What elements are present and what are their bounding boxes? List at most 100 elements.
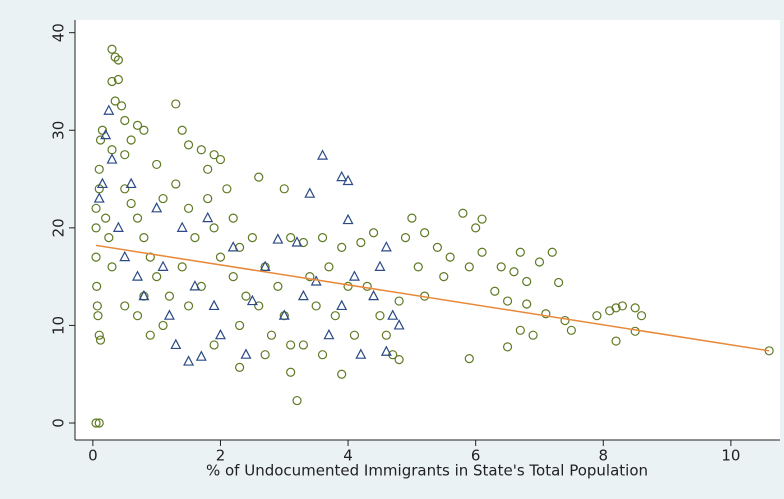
circle-point [91,252,101,262]
circle-point [92,301,102,311]
circle-point [91,418,101,428]
circle-point [343,281,353,292]
circle-point [126,135,136,145]
circle-point [139,125,149,135]
x-tick-label: 4 [343,447,353,465]
circle-point [92,281,102,292]
circle-point [93,311,103,321]
circle-point [496,262,506,272]
circle-point [509,267,519,277]
circle-point [362,281,372,292]
circle-point [107,76,117,87]
triangle-point [348,270,360,281]
triangle-point [96,177,108,189]
circle-point [394,354,404,365]
circle-point [317,350,328,360]
circle-point [209,340,219,350]
triangle-point [227,241,239,252]
triangle-point [374,260,386,271]
circle-point [235,320,245,331]
circle-point [617,301,628,311]
circle-point [95,335,106,345]
triangle-point [170,338,182,350]
circle-point [286,367,296,377]
triangle-point [336,299,348,311]
circle-point [171,179,181,189]
circle-point [95,135,106,145]
triangle-point [246,294,258,306]
circle-point [241,291,251,301]
circle-point [132,120,143,130]
circle-point [560,315,570,326]
circle-point [116,101,127,111]
circle-point [522,299,532,309]
circle-point [330,311,340,321]
triangle-point [132,270,144,281]
triangle-point [189,280,201,291]
circle-point [171,99,181,109]
circle-point [190,233,200,243]
triangle-point [103,104,115,115]
circle-point [407,213,417,223]
circle-point [247,233,257,243]
circle-point [420,228,430,238]
triangle-point [336,170,348,182]
circle-point [152,272,162,282]
triangle-point [100,128,112,140]
x-axis-label: % of Undocumented Immigrants in State's … [206,462,648,480]
circle-point [464,262,474,272]
circle-point [477,214,487,224]
circle-point [110,96,120,106]
y-tick-label: 30 [50,121,68,140]
triangle-point [119,250,131,262]
y-tick-label: 40 [50,23,68,42]
circle-point [139,233,149,243]
circle-point [317,233,328,243]
circle-point [324,262,334,272]
y-tick-label: 0 [50,418,68,428]
circle-point [490,286,500,296]
triangle-point [208,299,220,311]
circle-point [222,184,232,194]
triangle-point [157,260,169,271]
circle-point [228,272,238,282]
triangle-point [138,289,150,301]
circle-point [94,418,104,428]
circle-point [515,247,525,257]
circle-point [203,193,213,204]
circle-point [183,301,194,311]
circle-point [164,291,175,301]
y-tick-label: 20 [50,218,68,237]
triangle-point [195,350,207,361]
x-tick-label: 6 [471,447,481,465]
circle-point [337,242,347,252]
circle-point [273,281,283,292]
circle-point [266,330,277,340]
triangle-point [214,328,226,340]
circle-point [209,223,219,233]
x-tick-label: 8 [598,447,608,465]
circle-point [413,262,423,272]
triangle-point [342,213,354,225]
triangle-point [278,309,290,320]
triangle-point [380,241,392,252]
fit-line [95,244,770,352]
circle-point [356,237,366,248]
triangle-point [380,345,392,356]
circle-point [158,193,168,204]
circle-point [292,395,302,406]
triangle-point [272,233,284,244]
circle-point [286,233,296,243]
circle-point [113,74,123,85]
x-tick-label: 2 [216,447,226,465]
circle-point [368,228,379,238]
triangle-point [163,309,175,320]
circle-point [502,296,513,306]
circle-point [471,223,481,233]
circle-point [97,125,108,135]
circle-point [145,330,155,340]
circle-point [630,326,640,336]
triangle-point [368,289,380,301]
triangle-point [240,348,252,359]
